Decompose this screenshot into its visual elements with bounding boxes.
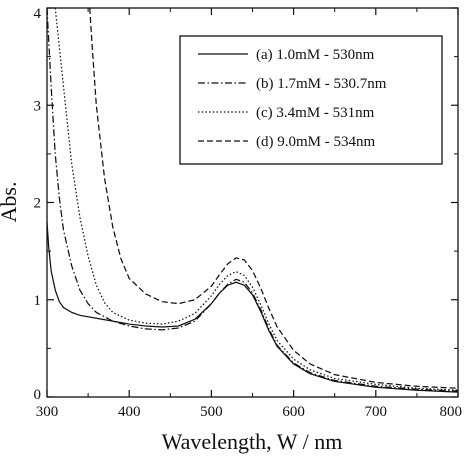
y-tick-label: 2 xyxy=(34,196,42,212)
legend-label-2: (b) 1.7mM - 530.7nm xyxy=(256,76,387,92)
series-line-3 xyxy=(54,8,458,391)
series-layer xyxy=(47,8,458,393)
legend-label-4: (d) 9.0mM - 534nm xyxy=(256,134,375,150)
y-tick-label: 3 xyxy=(34,98,42,114)
x-tick-label: 500 xyxy=(200,404,223,420)
legend-box xyxy=(179,35,443,165)
series-line-1 xyxy=(47,221,458,393)
y-tick-label: 1 xyxy=(34,293,42,309)
x-tick-label: 400 xyxy=(118,404,141,420)
y-tick-label: 0 xyxy=(34,387,42,403)
x-tick-label: 600 xyxy=(282,404,305,420)
legend-label-3: (c) 3.4mM - 531nm xyxy=(256,105,375,121)
y-axis-title: Abs. xyxy=(0,182,21,223)
y-tick-label: 4 xyxy=(34,6,42,22)
series-line-4 xyxy=(89,8,458,389)
legend-label-1: (a) 1.0mM - 530nm xyxy=(256,47,375,63)
x-axis-title: Wavelength, W / nm xyxy=(162,429,343,454)
legend: (a) 1.0mM - 530nm (b) 1.7mM - 530.7nm (c) … xyxy=(179,35,443,165)
x-tick-label: 800 xyxy=(440,404,463,420)
series-line-2 xyxy=(47,8,458,392)
x-tick-label: 700 xyxy=(365,404,388,420)
x-tick-label: 300 xyxy=(36,404,59,420)
